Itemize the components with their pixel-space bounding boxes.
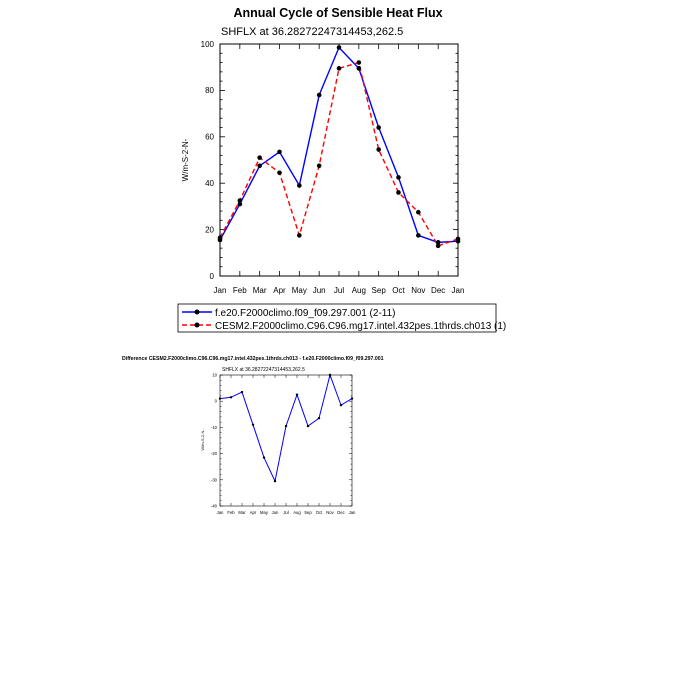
series-1-point (435, 240, 441, 245)
x-tick-label: Oct (316, 510, 323, 515)
y-tick-label: 60 (205, 133, 214, 142)
x-tick-label: May (292, 286, 307, 295)
x-tick-label: Sep (372, 286, 387, 295)
x-tick-label: Apr (273, 286, 286, 295)
main-chart: Annual Cycle of Sensible Heat Flux SHFLX… (181, 6, 464, 295)
legend-series-2-marker (194, 322, 200, 328)
series-1-point (376, 125, 381, 130)
series-2-point (416, 209, 421, 215)
y-tick-label: 0 (210, 272, 215, 281)
x-tick-label: Jan (217, 510, 224, 515)
series-1-point (316, 92, 322, 98)
y-tick-label: 80 (205, 86, 214, 95)
y-tick-label: -10 (211, 425, 218, 430)
legend-box (177, 303, 497, 333)
x-tick-label: Feb (227, 510, 235, 515)
y-tick-label: 20 (205, 225, 214, 234)
series-2-point (316, 163, 322, 169)
series-1-line (219, 373, 353, 483)
series-1-point (218, 397, 222, 400)
difference-chart-title: Difference CESM2.F2000climo.C96.C96.mg17… (122, 356, 384, 362)
y-tick-label: -20 (211, 451, 218, 456)
legend-series-2-label: CESM2.F2000climo.C96.C96.mg17.intel.432p… (215, 321, 506, 332)
series-1-point (251, 423, 255, 426)
x-tick-label: Oct (392, 286, 405, 295)
series-1-point (257, 163, 262, 169)
main-chart-subtitle: SHFLX at 36.28272247314453,262.5 (221, 26, 403, 38)
plot-frame (219, 43, 459, 277)
series-1-point (317, 417, 321, 420)
series-2-point (356, 60, 362, 65)
x-tick-label: Jan (349, 510, 356, 515)
main-chart-legend: f.e20.F2000climo.f09_f09.297.001 (2-11) … (177, 303, 506, 333)
y-tick-label: 10 (212, 372, 217, 377)
series-1-point (277, 149, 282, 155)
x-tick-label: Nov (326, 510, 334, 515)
y-tick-label: -30 (211, 477, 218, 482)
x-tick-label: Dec (431, 286, 445, 295)
x-tick-label: Sep (304, 510, 312, 515)
series-1-point (339, 403, 343, 407)
series-1-point (262, 456, 266, 459)
difference-chart-y-axis-label: W/m-S-2-N- (200, 429, 205, 451)
series-2-point (217, 235, 223, 241)
y-tick-label: 40 (205, 179, 214, 188)
difference-chart: Difference CESM2.F2000climo.C96.C96.mg17… (122, 356, 384, 515)
x-tick-label: Jun (313, 286, 326, 295)
x-tick-label: Dec (337, 510, 344, 515)
series-1-point (229, 396, 233, 399)
legend-series-1-label: f.e20.F2000climo.f09_f09.297.001 (2-11) (215, 308, 396, 319)
x-tick-label: Jan (214, 286, 227, 295)
series-1-point (284, 424, 288, 428)
series-2-point (257, 155, 262, 160)
main-chart-marks: 0 20 40 60 80 100 Jan Feb Mar Apr May Jun Jul Aug Sep O… (201, 40, 465, 295)
series-1-point (240, 390, 244, 394)
main-chart-y-axis-label: W/m-S-2-N- (181, 138, 190, 181)
x-tick-label: Aug (293, 510, 301, 515)
series-2-point (336, 66, 342, 71)
series-2-point (455, 236, 461, 242)
x-tick-label: Jul (334, 286, 344, 295)
series-2-point (297, 233, 302, 238)
x-tick-label: Jan (452, 286, 465, 295)
series-2-point (237, 198, 243, 203)
x-tick-label: Aug (352, 286, 366, 295)
series-1-point (295, 393, 299, 396)
x-tick-label: Mar (253, 286, 267, 295)
series-1-point (356, 66, 362, 71)
series-1-point (416, 233, 421, 238)
x-tick-label: Nov (411, 286, 425, 295)
main-chart-title: Annual Cycle of Sensible Heat Flux (233, 6, 442, 20)
series-2-point (376, 147, 381, 152)
series-2-point (396, 190, 401, 195)
series-2-line (219, 61, 459, 247)
y-tick-label: -40 (211, 503, 218, 508)
y-tick-label: 0 (215, 399, 218, 404)
series-1-point (306, 424, 310, 428)
series-1-point (237, 201, 243, 207)
series-2-point (277, 170, 282, 176)
series-1-point (350, 397, 354, 400)
y-tick-label: 100 (201, 40, 215, 49)
x-tick-label: Jun (272, 510, 279, 515)
x-tick-label: Mar (238, 510, 246, 515)
series-2-point (435, 243, 441, 249)
x-tick-label: Apr (250, 510, 257, 515)
series-1-point (336, 45, 342, 50)
x-tick-label: Jul (283, 510, 288, 515)
x-tick-label: May (260, 510, 269, 515)
legend-series-1-marker (194, 309, 200, 315)
series-1-point (297, 183, 302, 188)
plot-frame (219, 374, 353, 507)
series-1-point (273, 479, 277, 483)
series-1-point (396, 175, 401, 180)
x-tick-label: Feb (233, 286, 247, 295)
series-1-line (219, 46, 459, 244)
series-1-point (328, 373, 332, 377)
difference-chart-subtitle: SHFLX at 36.28272247314453,262.5 (222, 367, 305, 373)
